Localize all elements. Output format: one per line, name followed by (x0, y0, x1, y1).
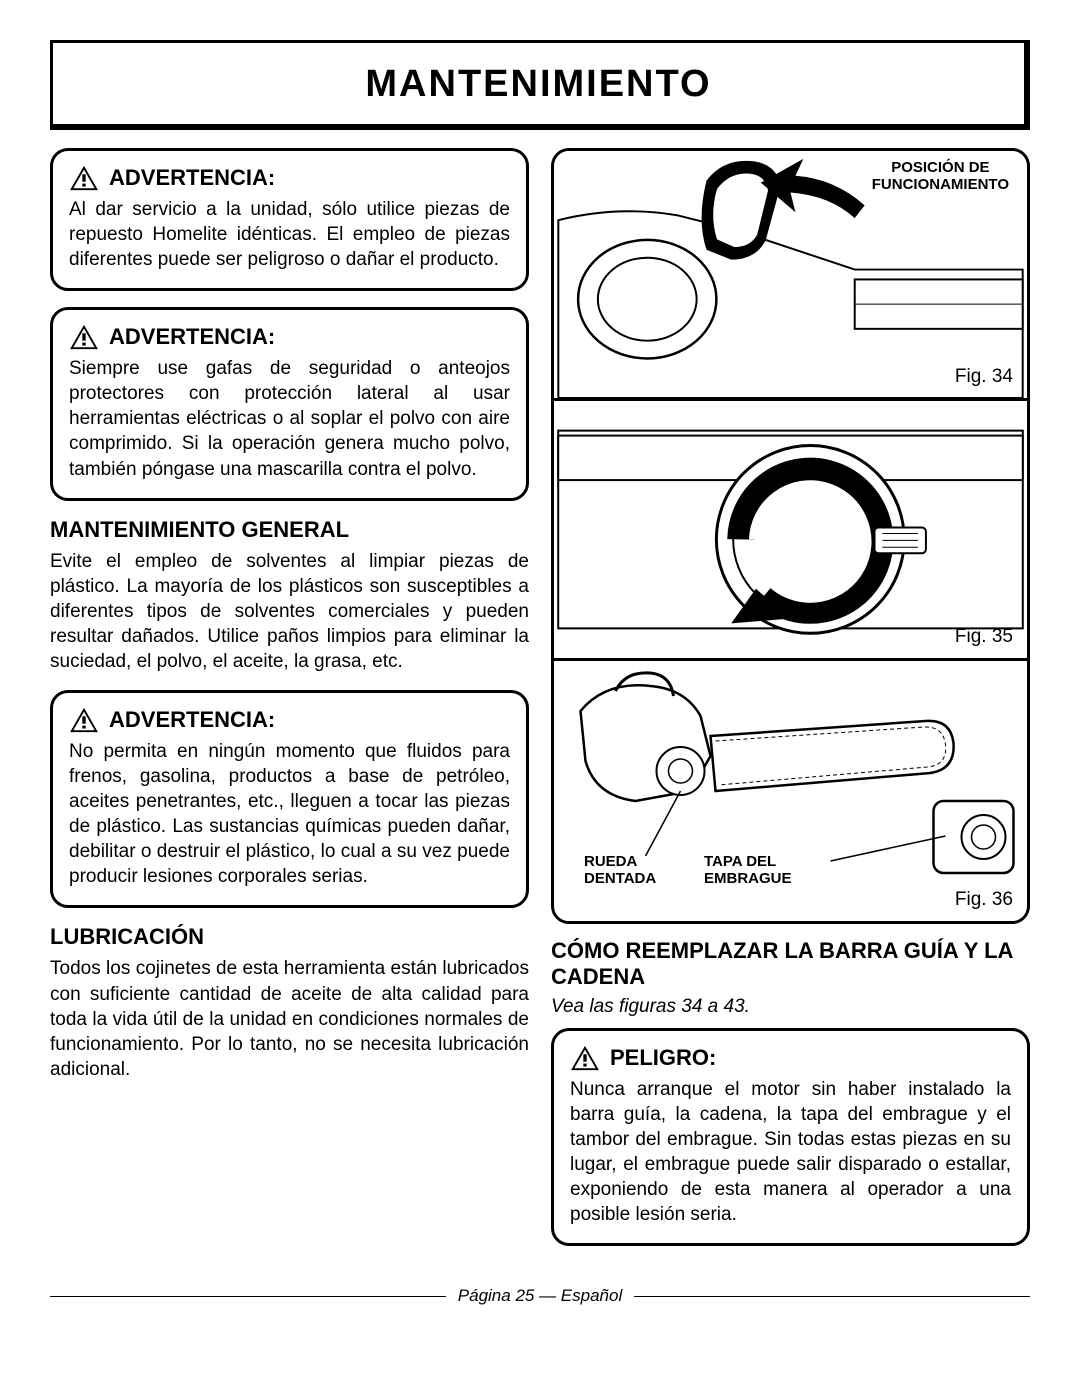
figure-34-panel: POSICIÓN DE FUNCIONAMIENTO Fig. 34 (554, 151, 1027, 401)
warning-head-3: ADVERTENCIA: (69, 707, 510, 733)
figure-box: POSICIÓN DE FUNCIONAMIENTO Fig. 34 (551, 148, 1030, 924)
callout-posicion: POSICIÓN DE FUNCIONAMIENTO (872, 159, 1009, 194)
warning-box-3: ADVERTENCIA: No permita en ningún moment… (50, 690, 529, 908)
warning-icon (69, 165, 99, 191)
figure-36-panel: RUEDA DENTADA TAPA DEL EMBRAGUE Fig. 36 (554, 661, 1027, 921)
figure-34-caption: Fig. 34 (955, 366, 1013, 388)
section-head-replace: CÓMO REEMPLAZAR LA BARRA GUÍA Y LA CADEN… (551, 938, 1030, 990)
warning-icon (69, 324, 99, 350)
section-head-general: MANTENIMIENTO GENERAL (50, 517, 529, 543)
danger-body: Nunca arranque el motor sin haber instal… (570, 1077, 1011, 1227)
warning-icon (570, 1045, 600, 1071)
warning-icon (69, 707, 99, 733)
footer-text: Página 25 — Español (458, 1286, 622, 1306)
figure-36-caption: Fig. 36 (955, 889, 1013, 911)
title-banner: MANTENIMIENTO (50, 40, 1030, 130)
figure-35-caption: Fig. 35 (955, 626, 1013, 648)
right-column: POSICIÓN DE FUNCIONAMIENTO Fig. 34 (551, 148, 1030, 1262)
danger-box: PELIGRO: Nunca arranque el motor sin hab… (551, 1028, 1030, 1246)
footer-rule-left (50, 1296, 446, 1297)
warning-head-2: ADVERTENCIA: (69, 324, 510, 350)
page-footer: Página 25 — Español (50, 1286, 1030, 1306)
page-title: MANTENIMIENTO (53, 63, 1024, 106)
warning-box-1: ADVERTENCIA: Al dar servicio a la unidad… (50, 148, 529, 291)
callout-rueda: RUEDA DENTADA (584, 853, 656, 888)
warning-box-2: ADVERTENCIA: Siempre use gafas de seguri… (50, 307, 529, 500)
danger-label: PELIGRO: (610, 1045, 716, 1071)
warning-body-3: No permita en ningún momento que fluidos… (69, 739, 510, 889)
warning-label-1: ADVERTENCIA: (109, 165, 275, 191)
warning-label-2: ADVERTENCIA: (109, 324, 275, 350)
footer-rule-right (634, 1296, 1030, 1297)
danger-head: PELIGRO: (570, 1045, 1011, 1071)
two-column-layout: ADVERTENCIA: Al dar servicio a la unidad… (50, 148, 1030, 1262)
warning-body-2: Siempre use gafas de seguridad o anteojo… (69, 356, 510, 481)
warning-body-1: Al dar servicio a la unidad, sólo utilic… (69, 197, 510, 272)
warning-head-1: ADVERTENCIA: (69, 165, 510, 191)
section-body-lubrication: Todos los cojinetes de esta herramienta … (50, 956, 529, 1081)
section-ref-replace: Vea las figuras 34 a 43. (551, 996, 1030, 1018)
figure-35-illustration (554, 401, 1027, 658)
section-head-lubrication: LUBRICACIÓN (50, 924, 529, 950)
warning-label-3: ADVERTENCIA: (109, 707, 275, 733)
section-body-general: Evite el empleo de solventes al limpiar … (50, 549, 529, 674)
left-column: ADVERTENCIA: Al dar servicio a la unidad… (50, 148, 529, 1262)
figure-35-panel: Fig. 35 (554, 401, 1027, 661)
callout-tapa: TAPA DEL EMBRAGUE (704, 853, 792, 888)
